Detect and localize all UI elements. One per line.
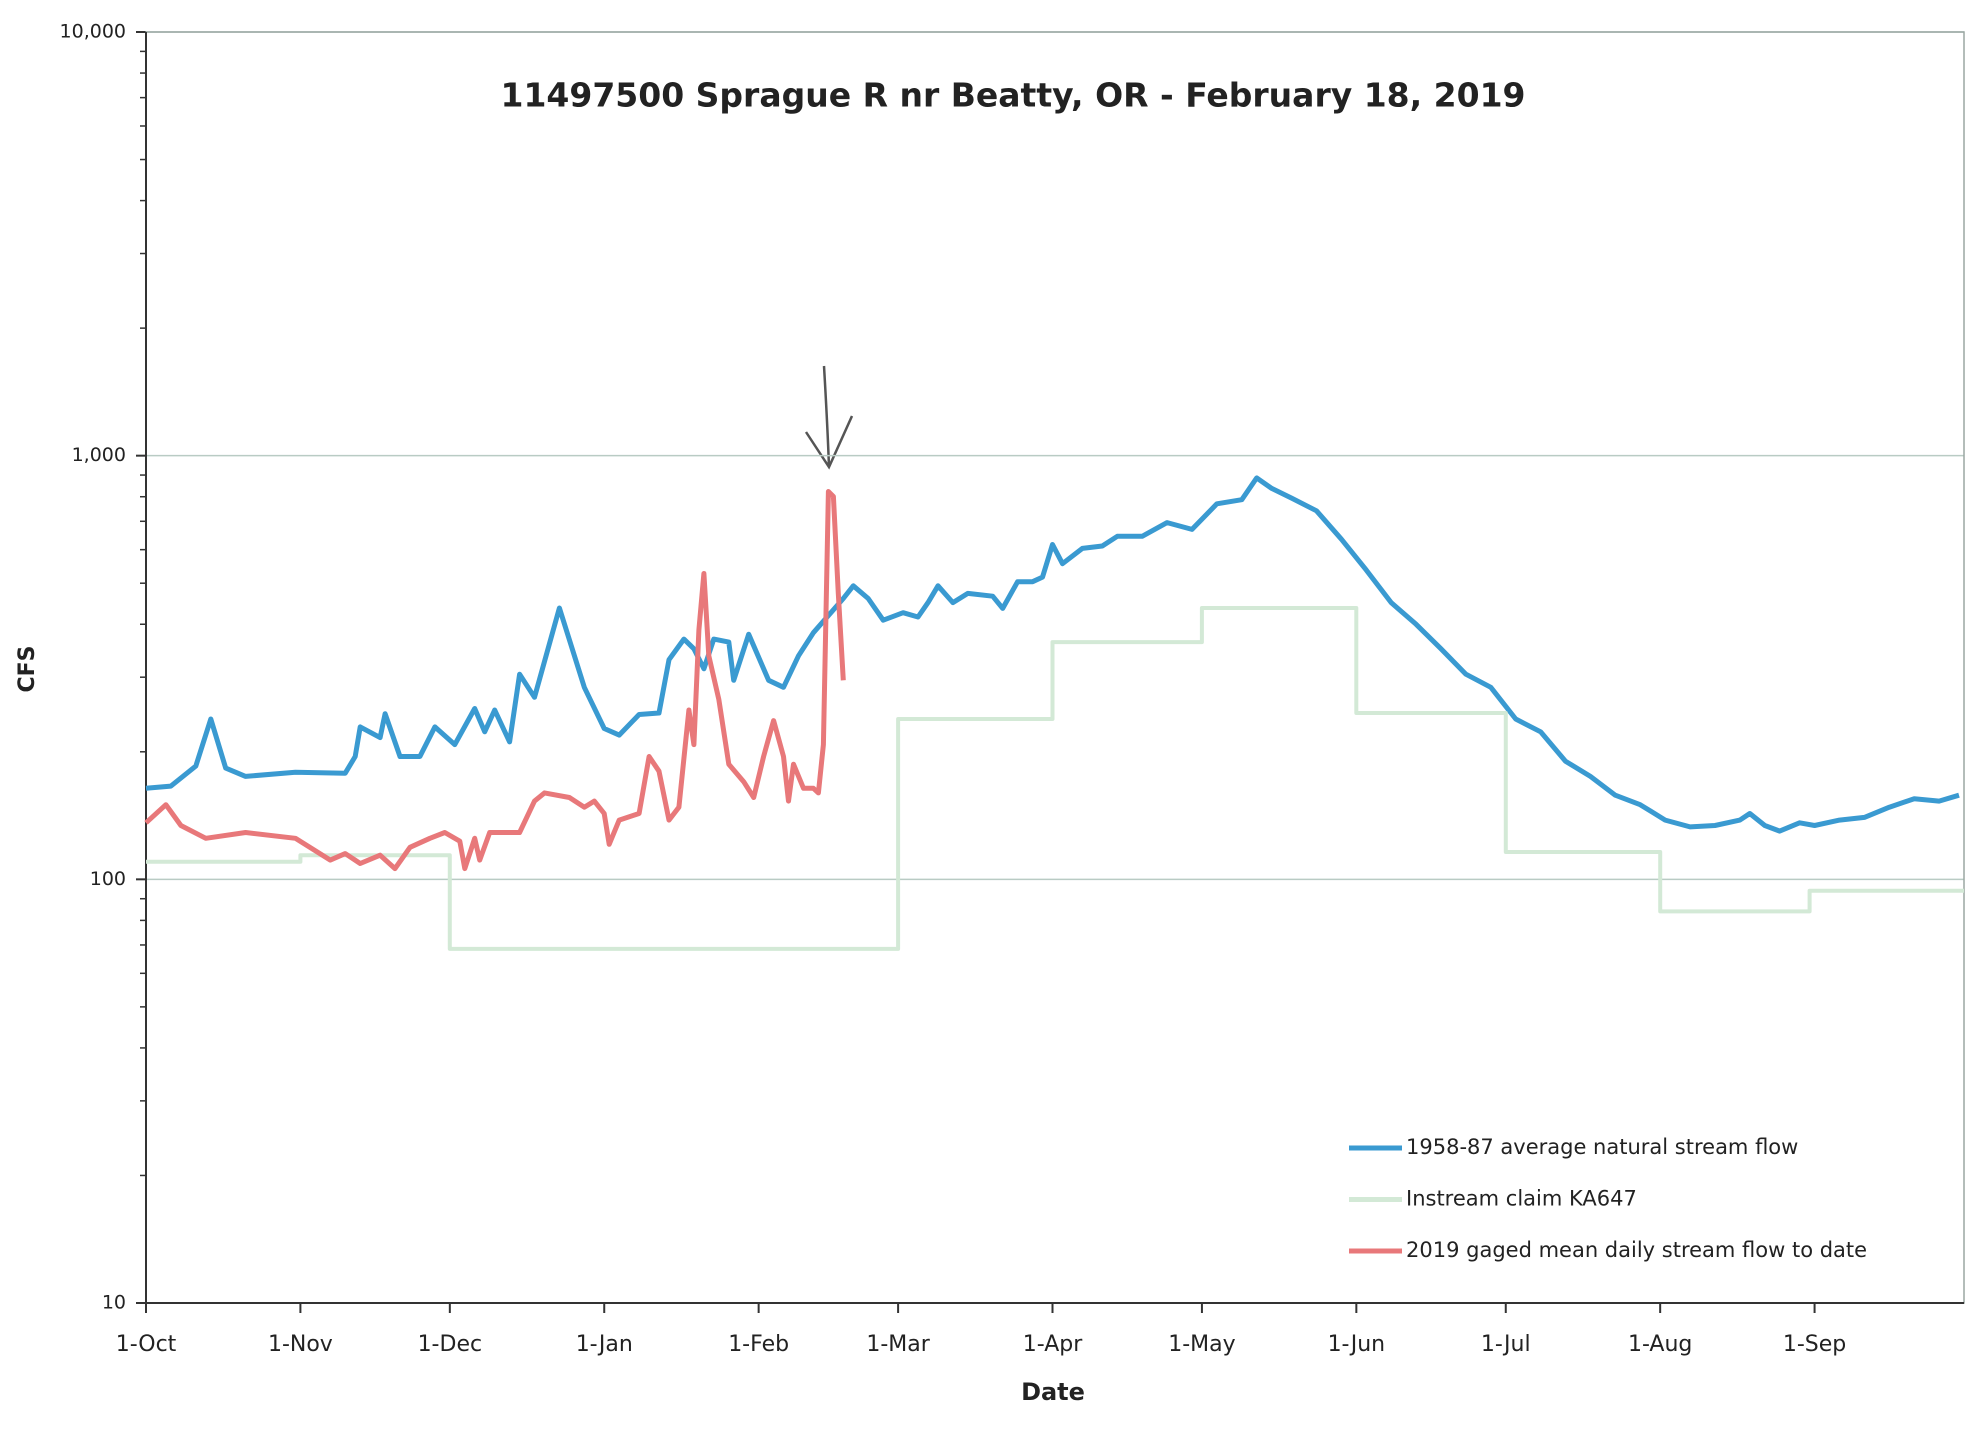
y-tick-label: 100 [90, 868, 126, 890]
x-tick-label: 1-Oct [116, 1332, 177, 1357]
series-line [144, 489, 846, 872]
series-line [146, 606, 1964, 951]
x-tick-label: 1-Jun [1328, 1332, 1386, 1357]
x-tick-label: 1-May [1168, 1332, 1235, 1357]
x-tick-label: 1-Nov [268, 1332, 333, 1357]
x-tick-label: 1-Dec [418, 1332, 483, 1357]
x-tick-label: 1-Sep [1783, 1332, 1846, 1357]
plot-frame [145, 31, 1965, 1304]
x-axis-label: Date [1021, 1378, 1085, 1406]
x-tick-label: 1-Mar [866, 1332, 930, 1357]
y-tick-label: 1,000 [72, 444, 126, 466]
legend-label: 2019 gaged mean daily stream flow to dat… [1406, 1238, 1867, 1262]
legend-label: 1958-87 average natural stream flow [1406, 1135, 1798, 1159]
x-tick-label: 1-Jul [1481, 1332, 1531, 1357]
y-tick-label: 10 [102, 1292, 126, 1314]
x-tick-label: 1-Aug [1628, 1332, 1692, 1357]
series-line [145, 475, 1960, 834]
y-axis-label: CFS [15, 645, 40, 692]
x-tick-label: 1-Apr [1023, 1332, 1083, 1357]
chart-title: 11497500 Sprague R nr Beatty, OR - Febru… [500, 76, 1525, 115]
y-tick-label: 10,000 [60, 21, 126, 43]
x-tick-label: 1-Jan [576, 1332, 633, 1357]
annotation-arrow [804, 365, 854, 470]
x-tick-label: 1-Feb [728, 1332, 789, 1357]
legend-label: Instream claim KA647 [1406, 1187, 1637, 1211]
